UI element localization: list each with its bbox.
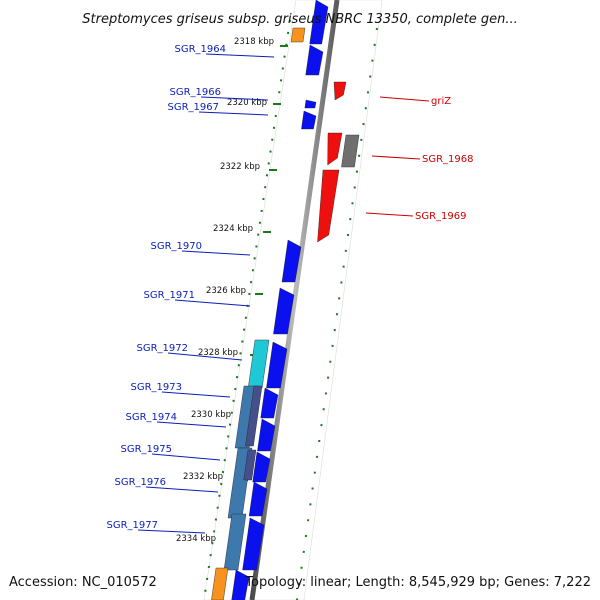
reverse-track-guide xyxy=(296,27,378,600)
gene-sgr-1972[interactable] xyxy=(247,339,270,389)
page-title: Streptomyces griseus subsp. griseus NBRC… xyxy=(82,12,517,27)
gene-label[interactable]: griZ xyxy=(431,96,451,107)
tick-label: 2332 kbp xyxy=(183,472,223,482)
leader-line xyxy=(167,352,243,361)
gene-sgr-1964[interactable] xyxy=(305,44,324,76)
leader-line xyxy=(200,96,269,101)
gene-sgr-1977-b[interactable] xyxy=(242,517,265,571)
gene-sgr-1975-c[interactable] xyxy=(252,451,271,483)
orange-feature[interactable] xyxy=(211,567,229,600)
gene-label[interactable]: SGR_1976 xyxy=(115,477,167,488)
gene-sgr-1966[interactable] xyxy=(304,99,317,109)
feature-layer xyxy=(211,0,360,600)
genome-summary-text: Topology: linear; Length: 8,545,929 bp; … xyxy=(244,575,591,590)
leader-line xyxy=(198,111,269,116)
leader-line xyxy=(156,421,227,428)
gene-label[interactable]: SGR_1967 xyxy=(168,102,220,113)
outer-track-guide xyxy=(203,19,291,600)
gene-sgr-1967[interactable] xyxy=(301,110,317,130)
gene-label[interactable]: SGR_1964 xyxy=(175,44,227,55)
gene-sgr-1978[interactable] xyxy=(231,569,250,600)
gene-label[interactable]: SGR_1974 xyxy=(126,412,178,423)
orange-feature[interactable] xyxy=(290,27,306,43)
gene-label[interactable]: SGR_1972 xyxy=(137,343,189,354)
gene-label[interactable]: SGR_1970 xyxy=(151,241,203,252)
tick-label: 2328 kbp xyxy=(198,348,238,358)
gene-label[interactable]: SGR_1975 xyxy=(121,444,173,455)
gene-sgr-1970[interactable] xyxy=(281,239,302,283)
gene-sgr-1971[interactable] xyxy=(273,287,295,335)
tick-label: 2324 kbp xyxy=(213,224,253,234)
gene-sgr-1975-b[interactable] xyxy=(243,449,257,481)
leader-line xyxy=(205,53,275,58)
tick-label: 2318 kbp xyxy=(234,37,274,47)
leader-line xyxy=(151,453,221,461)
gene-label[interactable]: SGR_1971 xyxy=(144,290,196,301)
gene-sgr-1974[interactable] xyxy=(257,418,276,452)
leader-line xyxy=(365,212,414,217)
accession-text: Accession: NC_010572 xyxy=(9,575,157,590)
leader-line xyxy=(174,299,251,307)
leader-line xyxy=(371,155,421,160)
leader-line xyxy=(137,529,206,534)
gene-label[interactable]: SGR_1968 xyxy=(422,154,474,165)
tick-label: 2326 kbp xyxy=(206,286,246,296)
gene-sgr-1968[interactable] xyxy=(341,134,360,168)
tick-label: 2320 kbp xyxy=(227,98,267,108)
leader-line xyxy=(379,96,430,102)
leader-line xyxy=(145,486,219,493)
gene-sgr-1963[interactable] xyxy=(309,0,329,45)
gene-sgr-1969[interactable] xyxy=(317,169,340,243)
gene-label[interactable]: SGR_1969 xyxy=(415,211,467,222)
gene-sgr-1976[interactable] xyxy=(248,481,268,517)
gene-sgr-1977[interactable] xyxy=(223,513,247,571)
leader-line xyxy=(181,250,251,256)
leader-line xyxy=(161,391,231,398)
tick-label: 2322 kbp xyxy=(220,162,260,172)
tick-label: 2334 kbp xyxy=(176,534,216,544)
chromosome-axis xyxy=(249,0,340,600)
tick-label: 2330 kbp xyxy=(191,410,231,420)
gene-sgr-1972-b[interactable] xyxy=(266,341,288,389)
gene-griz[interactable] xyxy=(333,81,347,101)
gene-sgr-1973-b[interactable] xyxy=(245,385,263,447)
gene-label[interactable]: SGR_1977 xyxy=(107,520,159,531)
label-layer: SGR_1964 SGR_1966 SGR_1967 SGR_1970 SGR_1971… xyxy=(107,44,474,534)
gene-sgr-1974-a[interactable] xyxy=(260,387,279,419)
gene-label[interactable]: SGR_1973 xyxy=(131,382,183,393)
gene-label[interactable]: SGR_1966 xyxy=(170,87,222,98)
gene-sgr-1968-a[interactable] xyxy=(327,132,343,166)
